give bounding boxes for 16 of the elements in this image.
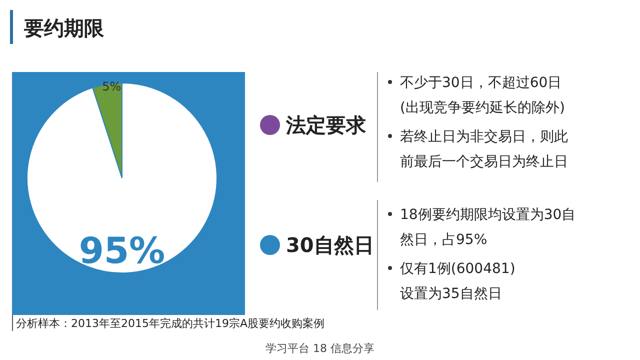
- text: (出现竞争要约延长的除外): [400, 100, 565, 116]
- text: 30自然日: [286, 233, 374, 257]
- text: 然日，占95%: [400, 232, 488, 248]
- text: 设置为35自然日: [400, 286, 502, 302]
- text: 学习平台 18 信息分享: [266, 342, 374, 355]
- text: 18例要约期限均设置为30自: [400, 207, 576, 223]
- chart-title: 要约期限: [23, 16, 105, 40]
- data-label: 95%: [78, 230, 166, 272]
- text: 不少于30日，不超过60日: [400, 75, 562, 91]
- data-label: 5%: [102, 80, 122, 94]
- text: 仅有1例(600481): [400, 261, 516, 277]
- pie-slice: [26, 82, 218, 274]
- text: 若终止日为非交易日，则此: [400, 129, 568, 145]
- text: 法定要求: [285, 113, 367, 137]
- text: 前最后一个交易日为终止日: [400, 154, 568, 170]
- text: 分析样本：2013年至2015年完成的共计19宗A股要约收购案例: [16, 317, 325, 330]
